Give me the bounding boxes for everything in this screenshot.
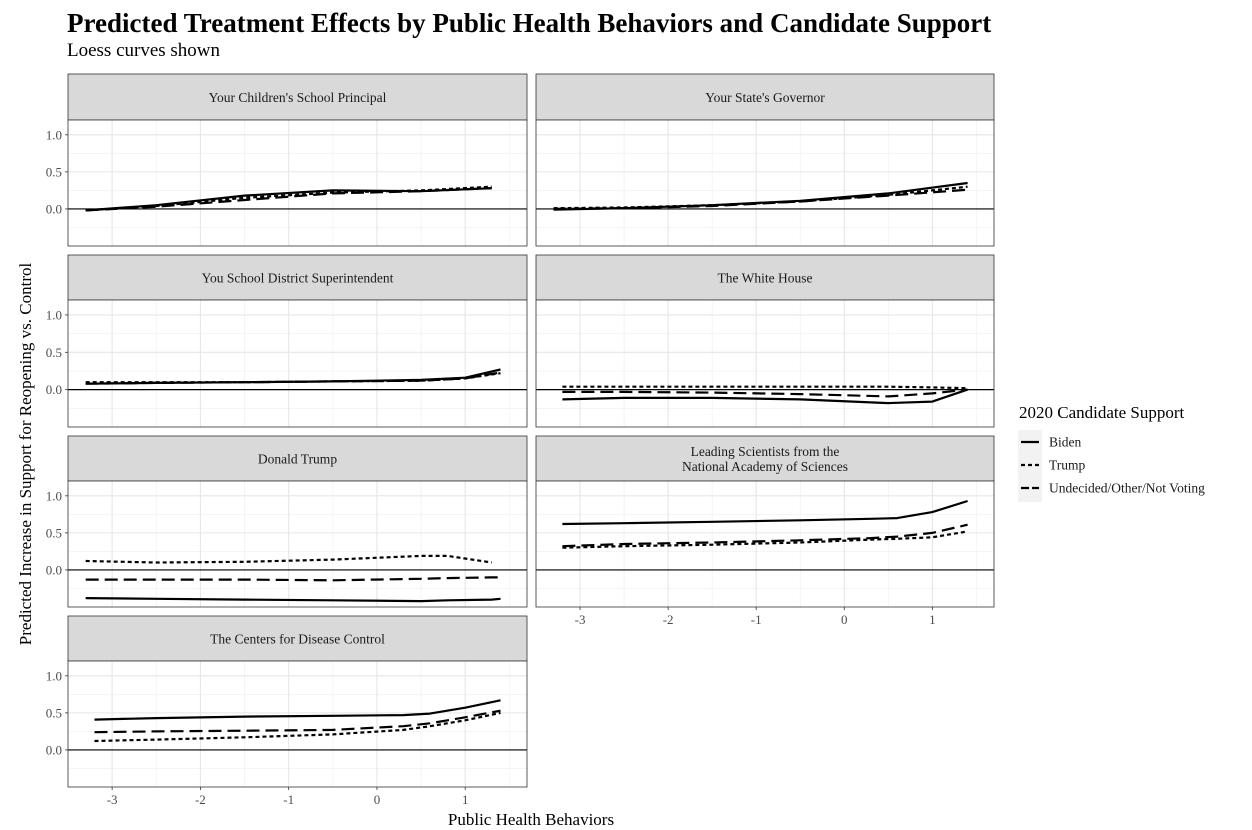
chart-title: Predicted Treatment Effects by Public He… (67, 8, 992, 38)
series-line (85, 554, 492, 564)
x-tick-label: 0 (841, 612, 848, 627)
legend-label: Undecided/Other/Not Voting (1049, 481, 1205, 496)
y-axis-label: Predicted Increase in Support for Reopen… (16, 263, 35, 646)
series-line (85, 371, 501, 385)
facet-title: Your Children's School Principal (209, 90, 387, 105)
series-line (94, 711, 501, 743)
series-line (553, 188, 968, 210)
series-line (94, 699, 501, 721)
panel-border (67, 480, 528, 608)
panel-border (67, 660, 528, 788)
x-tick-label: -3 (107, 792, 118, 807)
x-tick-label: -1 (751, 612, 762, 627)
legend-label: Trump (1049, 458, 1086, 473)
facet-panel: Your State's Governor (535, 73, 995, 247)
facet-panel: Your Children's School Principal 0.0 0.5 1.… (46, 73, 528, 247)
facet-title: National Academy of Sciences (682, 459, 848, 474)
panel-background (536, 300, 994, 427)
panel-background (68, 120, 527, 246)
facet-title: The Centers for Disease Control (210, 632, 385, 647)
chart-subtitle: Loess curves shown (67, 40, 221, 61)
facet-title: Your State's Governor (705, 90, 825, 105)
panel-border (535, 480, 995, 608)
y-tick-label: 0.5 (46, 345, 62, 360)
facet-panel: Donald Trump 0.0 0.5 1.0 (46, 435, 528, 608)
facet-strip (67, 254, 528, 301)
y-tick-label: 0.0 (46, 201, 62, 216)
legend: 2020 Candidate Support Biden Trump Undecide… (1018, 403, 1205, 502)
y-tick-label: 1.0 (46, 307, 62, 322)
x-axis-label: Public Health Behaviors (448, 810, 614, 829)
facet-panel: The Centers for Disease Control 0.0 0.5 1.0… (46, 615, 528, 807)
panel-background (68, 300, 527, 427)
x-tick-label: -2 (663, 612, 674, 627)
y-tick-label: 0.0 (46, 742, 62, 757)
facet-strip (67, 615, 528, 662)
facet-title: You School District Superintendent (202, 271, 394, 286)
y-tick-label: 1.0 (46, 488, 62, 503)
series-line (562, 388, 968, 405)
facet-title: The White House (718, 271, 813, 286)
facet-strip (67, 73, 528, 121)
y-tick-label: 0.5 (46, 705, 62, 720)
x-tick-label: -1 (283, 792, 294, 807)
panel-border (535, 299, 995, 428)
x-tick-label: 0 (374, 792, 381, 807)
panel-background (536, 120, 994, 246)
x-tick-label: -3 (575, 612, 586, 627)
facet-strip (535, 435, 995, 482)
series-line (85, 597, 501, 603)
panel-border (535, 119, 995, 247)
facet-strip (535, 73, 995, 121)
y-tick-label: 0.5 (46, 164, 62, 179)
y-tick-label: 0.5 (46, 525, 62, 540)
y-tick-label: 0.0 (46, 562, 62, 577)
facet-title: Leading Scientists from the (691, 444, 840, 459)
facet-panel: The White House (535, 254, 995, 428)
series-line (85, 187, 492, 212)
y-tick-label: 0.0 (46, 382, 62, 397)
x-tick-label: 1 (929, 612, 936, 627)
panel-background (68, 661, 527, 787)
series-line (562, 499, 968, 526)
legend-title: 2020 Candidate Support (1019, 403, 1185, 422)
facet-title: Donald Trump (258, 452, 337, 467)
series-line (94, 709, 501, 734)
facet-strip (535, 254, 995, 301)
panel-border (67, 119, 528, 247)
y-tick-label: 1.0 (46, 668, 62, 683)
facet-strip (67, 435, 528, 482)
y-tick-label: 1.0 (46, 127, 62, 142)
facet-panel: You School District Superintendent 0.0 0.5… (46, 254, 528, 428)
x-tick-label: -2 (195, 792, 206, 807)
legend-label: Biden (1049, 435, 1081, 450)
title-block: Predicted Treatment Effects by Public He… (67, 6, 991, 62)
series-line (562, 388, 968, 398)
series-line (85, 576, 501, 582)
series-line (562, 523, 968, 548)
panel-border (67, 299, 528, 428)
series-line (562, 530, 968, 549)
panel-background (68, 481, 527, 607)
x-tick-label: 1 (462, 792, 469, 807)
